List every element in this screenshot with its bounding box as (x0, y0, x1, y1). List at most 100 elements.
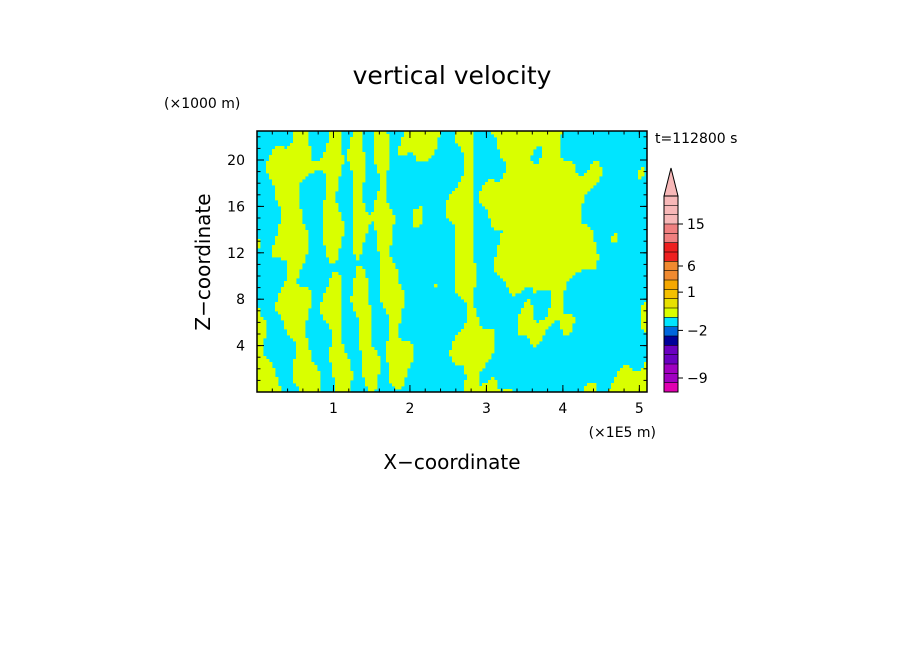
y-tick-label: 16 (227, 199, 245, 215)
positive-velocity-cell (353, 182, 363, 186)
colorbar-bin (664, 205, 678, 215)
positive-velocity-cell (491, 221, 582, 225)
y-tick-label: 20 (227, 153, 245, 169)
positive-velocity-cell (326, 254, 339, 258)
positive-velocity-cell (269, 155, 312, 159)
positive-velocity-cell (275, 188, 300, 192)
positive-velocity-cell (380, 179, 387, 183)
positive-velocity-cell (329, 323, 342, 327)
positive-velocity-cell (386, 359, 414, 363)
positive-velocity-cell (644, 365, 647, 369)
x-tick-label: 2 (405, 401, 414, 417)
positive-velocity-cell (323, 224, 345, 228)
positive-velocity-cell (293, 134, 309, 138)
positive-velocity-cell (353, 284, 369, 288)
positive-velocity-cell (491, 224, 588, 228)
positive-velocity-cell (326, 188, 339, 192)
positive-velocity-cell (524, 305, 534, 309)
positive-velocity-cell (326, 149, 342, 153)
colorbar: 15 6 1 −2 −9 (663, 167, 708, 393)
positive-velocity-cell (362, 371, 381, 375)
positive-velocity-cell (455, 281, 477, 285)
positive-velocity-cell (512, 293, 516, 297)
positive-velocity-cell (377, 242, 393, 246)
positive-velocity-cell (359, 320, 372, 324)
positive-velocity-cell (287, 260, 306, 264)
positive-velocity-cell (380, 257, 393, 261)
positive-velocity-cell (455, 224, 474, 228)
positive-velocity-cell (389, 335, 399, 339)
positive-velocity-cell (329, 326, 342, 330)
positive-velocity-cell (488, 212, 582, 216)
positive-velocity-cell (266, 167, 342, 171)
positive-velocity-cell (353, 173, 366, 177)
positive-velocity-cell (281, 206, 300, 210)
x-axis-label: X−coordinate (383, 450, 520, 474)
positive-velocity-cell (398, 152, 408, 156)
positive-velocity-cell (551, 302, 564, 306)
positive-velocity-cell (500, 242, 597, 246)
positive-velocity-cell (614, 233, 618, 237)
positive-velocity-cell (413, 215, 423, 219)
positive-velocity-cell (386, 353, 414, 357)
positive-velocity-cell (641, 305, 647, 309)
positive-velocity-cell (266, 164, 342, 168)
positive-velocity-cell (272, 152, 312, 156)
positive-velocity-cell (500, 239, 594, 243)
positive-velocity-cell (353, 206, 366, 210)
colorbar-frame (663, 195, 679, 393)
positive-velocity-cell (293, 371, 321, 375)
positive-velocity-cell (620, 368, 633, 372)
positive-velocity-cell (464, 386, 498, 390)
positive-velocity-cell (506, 167, 576, 171)
positive-velocity-cell (356, 254, 360, 258)
positive-velocity-cell (389, 326, 399, 330)
colorbar-extend-arrow (663, 167, 679, 197)
positive-velocity-cell (281, 215, 303, 219)
positive-velocity-cell (542, 152, 561, 156)
positive-velocity-cell (356, 311, 372, 315)
positive-velocity-cell (353, 305, 372, 309)
positive-velocity-cell (257, 242, 261, 246)
positive-velocity-cell (353, 227, 369, 231)
positive-velocity-cell (257, 332, 267, 336)
positive-velocity-cell (530, 341, 540, 345)
plot-frame (256, 130, 648, 393)
positive-velocity-cell (353, 221, 372, 225)
positive-velocity-cell (281, 314, 309, 318)
positive-velocity-cell (563, 329, 573, 333)
positive-velocity-cell (389, 365, 411, 369)
positive-velocity-cell (434, 284, 438, 288)
positive-velocity-cell (482, 383, 498, 387)
positive-velocity-cell (353, 134, 363, 138)
positive-velocity-cell (467, 302, 474, 306)
positive-velocity-cell (380, 269, 399, 273)
positive-velocity-cell (332, 344, 345, 348)
positive-velocity-cell (461, 176, 474, 180)
positive-velocity-cell (638, 170, 645, 174)
positive-velocity-cell (491, 377, 495, 381)
positive-velocity-cell (296, 383, 321, 387)
positive-velocity-cell (257, 386, 282, 390)
positive-velocity-cell (287, 275, 300, 279)
positive-velocity-cell (494, 269, 582, 273)
positive-velocity-cell (494, 260, 597, 264)
positive-velocity-cell (455, 227, 474, 231)
positive-velocity-cell (389, 317, 402, 321)
positive-velocity-cell (257, 371, 276, 375)
positive-velocity-cell (377, 230, 393, 234)
colorbar-bin (664, 270, 678, 281)
positive-velocity-cell (374, 221, 396, 225)
colorbar-bin (664, 345, 678, 355)
positive-velocity-cell (386, 347, 414, 351)
positive-velocity-cell (488, 215, 582, 219)
positive-velocity-cell (395, 386, 402, 390)
positive-velocity-cell (614, 377, 647, 381)
positive-velocity-cell (416, 158, 429, 162)
positive-velocity-cell (350, 167, 366, 171)
positive-velocity-cell (482, 188, 591, 192)
positive-velocity-cell (287, 278, 297, 282)
velocity-field (257, 131, 647, 392)
positive-velocity-cell (356, 275, 366, 279)
positive-velocity-cell (257, 326, 267, 330)
